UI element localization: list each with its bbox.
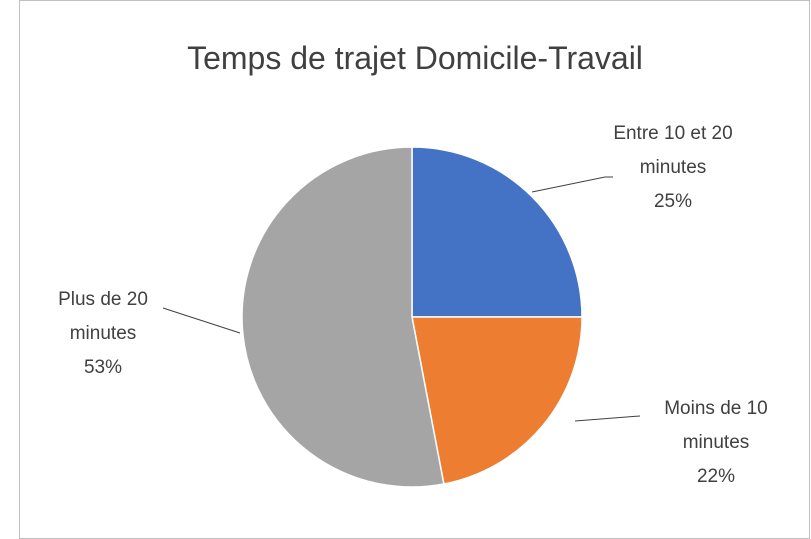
chart-title: Temps de trajet Domicile-Travail <box>187 40 643 76</box>
slice-value-label: 53% <box>83 357 123 378</box>
slice-value-label: 25% <box>653 191 693 212</box>
leader-line <box>531 176 613 193</box>
pie-slice <box>411 146 583 318</box>
leader-line <box>574 415 641 422</box>
slice-category-label: Moins de 10 minutes <box>664 398 768 453</box>
leader-line <box>162 307 241 334</box>
slice-category-label: Plus de 20 minutes <box>58 289 148 344</box>
pie-slice <box>411 316 583 485</box>
pie-slice <box>241 146 445 488</box>
slice-category-label: Entre 10 et 20 minutes <box>613 123 733 178</box>
slice-value-label: 22% <box>696 466 736 487</box>
